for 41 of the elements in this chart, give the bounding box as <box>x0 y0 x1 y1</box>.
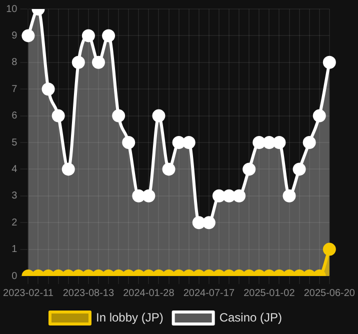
point <box>232 189 246 202</box>
point <box>162 162 176 176</box>
x-tick-label: 2024-01-28 <box>123 288 175 299</box>
point <box>182 136 196 149</box>
point <box>122 136 136 149</box>
y-tick-label: 1 <box>12 244 18 256</box>
point <box>172 136 186 149</box>
y-tick-label: 3 <box>12 190 18 202</box>
point <box>222 189 236 202</box>
point <box>272 136 286 149</box>
x-tick-label: 2024-07-17 <box>183 288 235 299</box>
y-tick-label: 9 <box>12 30 18 42</box>
legend-label: In lobby (JP) <box>96 310 164 324</box>
y-tick-label: 8 <box>12 57 18 68</box>
point <box>132 189 146 202</box>
y-tick-label: 10 <box>6 4 18 15</box>
point <box>62 162 75 176</box>
point <box>52 109 65 122</box>
point <box>112 109 126 122</box>
point <box>302 136 316 149</box>
point <box>282 189 296 202</box>
legend-label: Casino (JP) <box>219 310 282 324</box>
point <box>262 136 276 149</box>
y-tick-label: 0 <box>12 270 18 282</box>
point <box>242 162 256 176</box>
point <box>152 109 166 122</box>
x-tick-label: 2025-06-20 <box>304 288 356 299</box>
y-tick-label: 7 <box>12 84 18 95</box>
y-tick-label: 2 <box>12 217 18 228</box>
y-tick-label: 4 <box>12 164 18 175</box>
x-tick-label: 2025-01-02 <box>244 288 296 299</box>
point <box>142 189 156 202</box>
point <box>42 82 55 96</box>
point <box>252 136 266 149</box>
point <box>312 109 326 122</box>
y-tick-label: 5 <box>12 137 18 148</box>
point <box>212 189 226 202</box>
y-tick-label: 6 <box>12 110 18 122</box>
point <box>292 162 306 176</box>
x-tick-label: 2023-08-13 <box>62 288 114 299</box>
x-tick-label: 2023-02-11 <box>2 288 54 299</box>
